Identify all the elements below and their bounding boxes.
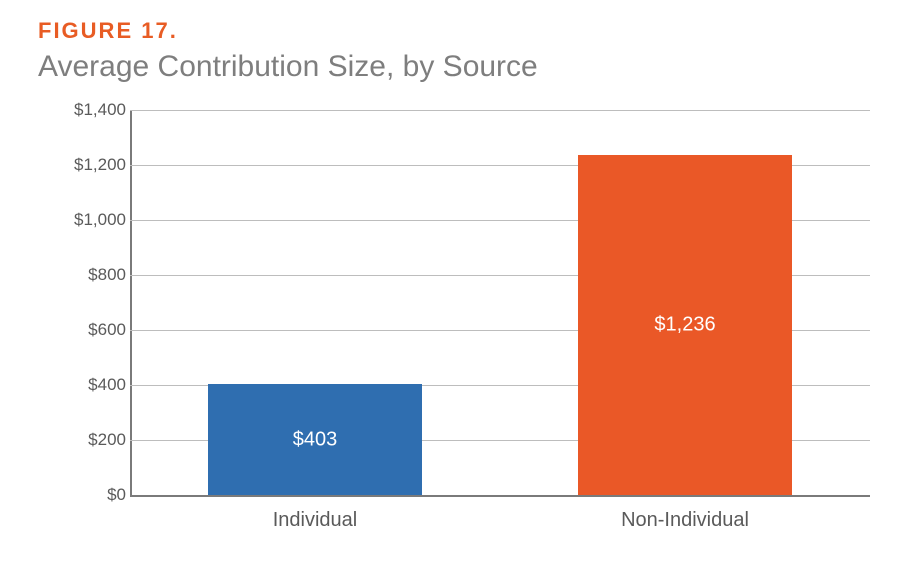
bar-individual: $403 [208,384,423,495]
y-tick-label: $1,200 [60,155,126,175]
x-axis-line [130,495,870,497]
figure-title: Average Contribution Size, by Source [38,50,538,84]
x-tick-label: Non-Individual [500,509,870,532]
y-tick-label: $600 [60,320,126,340]
y-tick-label: $800 [60,265,126,285]
chart-area: $403 $1,236 $0 $200 $400 $600 $800 $1,000 $1,20… [60,110,870,540]
plot-grid: $403 $1,236 [130,110,870,495]
figure-number: FIGURE 17. [38,18,178,44]
x-tick-label: Individual [130,509,500,532]
bar-value-label: $1,236 [578,314,793,337]
gridline [130,110,870,111]
bar-non-individual: $1,236 [578,155,793,495]
y-tick-label: $400 [60,375,126,395]
y-tick-label: $1,000 [60,210,126,230]
y-tick-label: $0 [60,485,126,505]
y-tick-label: $200 [60,430,126,450]
bar-value-label: $403 [208,428,423,451]
y-tick-label: $1,400 [60,100,126,120]
